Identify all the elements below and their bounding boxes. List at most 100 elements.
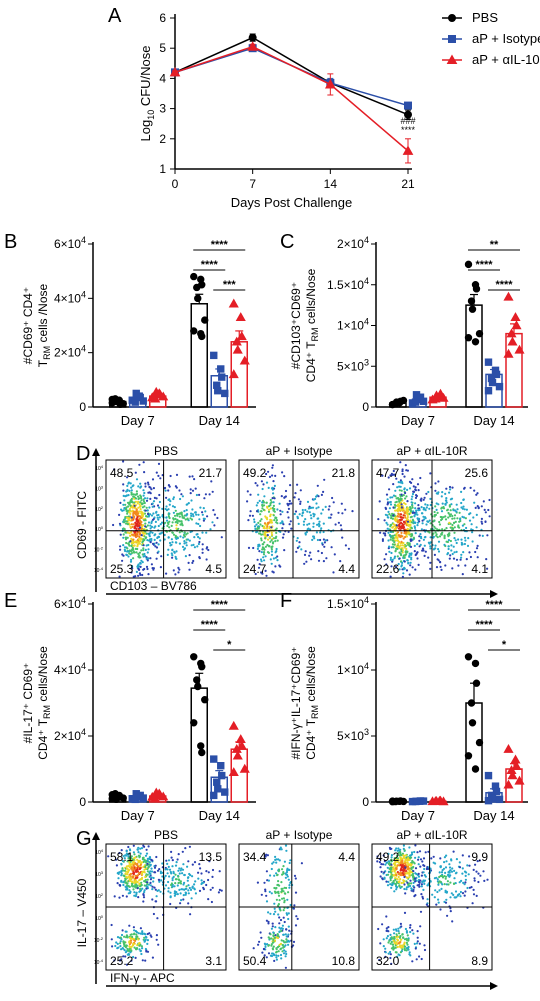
event-dot [201,543,204,546]
event-dot [151,898,154,901]
event-dot [440,516,443,519]
event-dot [394,942,397,945]
event-dot [190,499,193,502]
event-dot [281,527,284,530]
event-dot [117,871,120,874]
event-dot [412,890,415,893]
event-dot [146,567,149,571]
event-dot [472,516,475,519]
event-dot [130,855,133,858]
event-dot [261,548,264,551]
event-dot [414,553,417,557]
event-dot [260,518,263,521]
event-dot [411,534,414,537]
event-dot [278,907,281,910]
event-dot [386,523,389,526]
event-dot [158,506,161,509]
event-dot [179,892,182,895]
event-dot [396,515,399,518]
event-dot [198,537,201,540]
event-dot [402,541,405,545]
event-dot [453,514,457,517]
event-dot [143,538,146,542]
event-dot [159,872,163,875]
event-dot [125,930,128,933]
event-dot [296,546,299,550]
event-dot [168,875,171,878]
event-dot [409,879,412,882]
event-dot [256,484,259,487]
event-dot [410,515,413,518]
event-dot [442,867,446,870]
event-dot [406,518,409,521]
event-dot [460,490,463,493]
event-dot [127,864,130,868]
event-dot [417,856,420,859]
axis-tick-label: 10-2 [94,546,104,554]
plot-title: aP + αIL-10R [396,444,467,458]
event-dot [175,527,178,530]
event-dot [276,935,279,938]
event-dot [294,492,297,495]
event-dot [138,505,142,508]
y-tick-label: 1.5×104 [327,595,369,611]
event-dot [279,918,283,922]
event-dot [419,910,423,913]
event-dot [147,865,150,868]
data-point [503,743,514,753]
event-dot [273,890,277,893]
event-dot [281,510,284,513]
event-dot [127,845,130,849]
event-dot [284,876,287,879]
event-dot [165,572,168,575]
event-dot [385,563,388,566]
event-dot [182,883,185,886]
event-dot [280,957,283,960]
event-dot [135,551,138,554]
event-dot [121,867,124,870]
event-dot [124,951,127,954]
event-dot [257,943,260,946]
event-dot [388,507,391,510]
event-dot [465,526,468,530]
data-point [210,791,218,800]
data-point [198,748,206,757]
event-dot [198,540,201,544]
event-dot [154,871,157,874]
event-dot [384,534,387,537]
event-dot [285,870,289,874]
event-dot [135,492,139,495]
event-dot [438,871,441,874]
event-dot [163,538,166,541]
event-dot [204,493,207,496]
event-dot [210,480,213,483]
event-dot [275,531,278,535]
event-dot [132,513,135,517]
event-dot [141,876,144,880]
event-dot [297,522,300,526]
event-dot [406,520,410,523]
event-dot [470,523,473,526]
data-point [112,795,120,804]
event-dot [453,882,456,885]
event-dot [122,955,125,958]
event-dot [430,857,433,860]
event-dot [161,531,164,534]
event-dot [408,543,411,546]
event-dot [406,515,409,519]
event-dot [133,881,136,884]
event-dot [276,559,279,562]
event-dot [155,546,159,549]
data-point [217,365,225,373]
event-dot [182,533,186,537]
event-dot [437,480,440,483]
event-dot [421,522,424,525]
event-dot [123,935,126,938]
event-dot [475,493,478,496]
event-dot [218,888,221,892]
event-dot [157,543,160,546]
event-dot [179,520,182,523]
event-dot [157,462,161,465]
event-dot [449,907,452,910]
data-point [404,101,412,110]
